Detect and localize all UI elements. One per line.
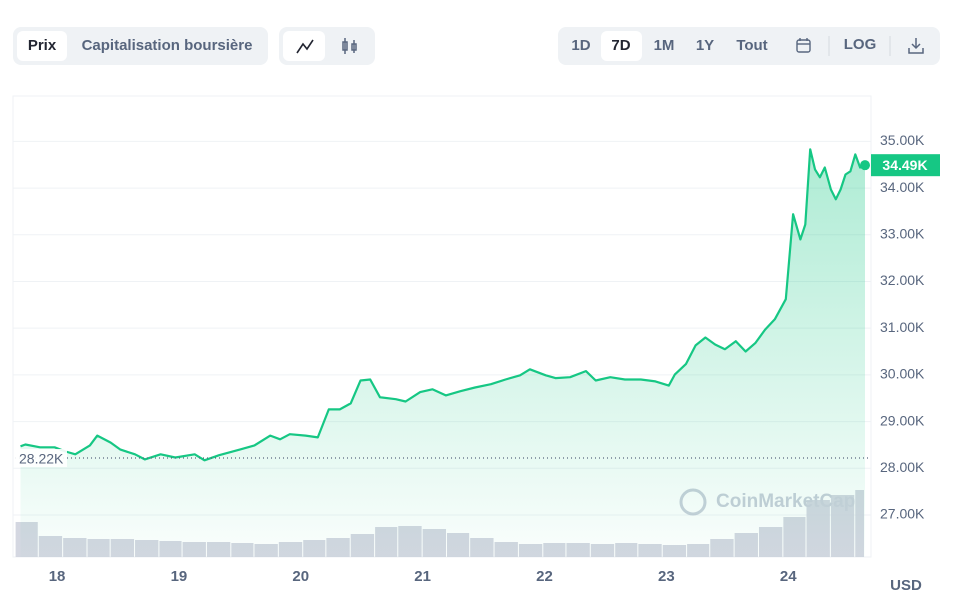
line-icon[interactable] xyxy=(296,39,314,54)
log-button[interactable]: LOG xyxy=(844,36,877,53)
x-tick-label: 24 xyxy=(780,568,797,585)
y-tick-label: 32.00K xyxy=(880,272,925,288)
price-area xyxy=(20,149,865,558)
active-tab xyxy=(17,31,67,61)
y-tick-label: 35.00K xyxy=(880,132,925,148)
y-tick-label: 28.00K xyxy=(880,459,925,475)
range-button[interactable]: Tout xyxy=(736,37,767,54)
x-tick-label: 22 xyxy=(536,568,553,585)
x-tick-label: 20 xyxy=(292,568,309,585)
tab[interactable]: Prix xyxy=(28,37,57,54)
currency-label: USD xyxy=(890,577,922,594)
x-tick-label: 18 xyxy=(49,568,66,585)
y-tick-label: 31.00K xyxy=(880,319,925,335)
calendar-icon[interactable] xyxy=(796,38,811,53)
range-button[interactable]: 1M xyxy=(654,37,675,54)
y-tick-label: 33.00K xyxy=(880,225,925,241)
range-group xyxy=(558,27,940,65)
x-tick-label: 23 xyxy=(658,568,675,585)
price-tag xyxy=(871,154,940,177)
reference-label: 28.22K xyxy=(19,451,64,467)
active-range xyxy=(601,31,642,61)
price-line xyxy=(20,148,866,462)
range-button[interactable]: 1D xyxy=(571,37,590,54)
y-tick-label: 34.00K xyxy=(880,179,925,195)
y-tick-label: 30.00K xyxy=(880,366,925,382)
x-tick-label: 21 xyxy=(414,568,431,585)
reference-label-bg xyxy=(15,448,67,467)
y-tick-label: 27.00K xyxy=(880,506,925,522)
price-tag-label: 34.49K xyxy=(882,157,927,173)
candle-icon[interactable] xyxy=(342,38,357,54)
last-point xyxy=(860,160,870,171)
range-button[interactable]: 1Y xyxy=(696,37,714,54)
x-tick-label: 19 xyxy=(171,568,188,585)
tab-group xyxy=(13,27,268,65)
y-tick-label: 29.00K xyxy=(880,412,925,428)
download-icon[interactable] xyxy=(908,38,924,54)
tab[interactable]: Capitalisation boursière xyxy=(82,37,253,54)
range-button[interactable]: 7D xyxy=(611,37,630,54)
